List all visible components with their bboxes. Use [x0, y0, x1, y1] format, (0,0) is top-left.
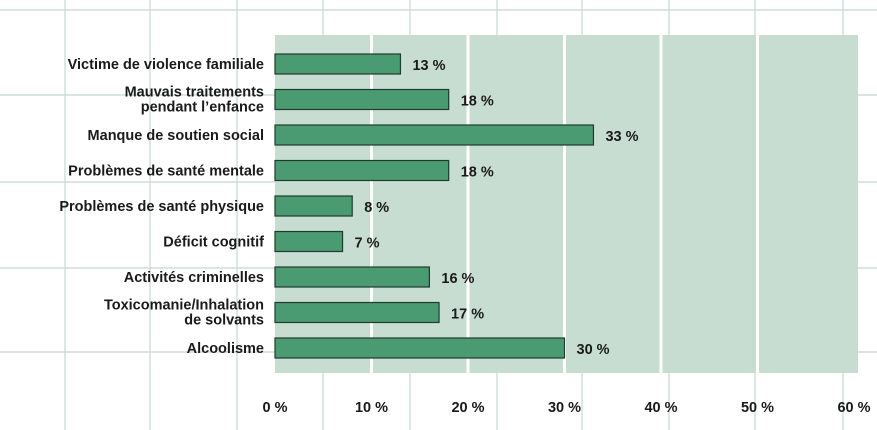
value-label: 13 %	[412, 58, 445, 74]
value-label: 33 %	[605, 129, 638, 145]
x-tick-label: 10 %	[355, 400, 388, 416]
value-label: 18 %	[461, 165, 494, 181]
x-axis-ticks: 0 % 10 % 20 % 30 % 40 % 50 % 60 %	[263, 400, 871, 416]
bar	[274, 230, 344, 253]
x-tick-label: 0 %	[263, 400, 288, 416]
value-label: 8 %	[364, 200, 389, 216]
bars	[274, 53, 595, 359]
category-label: Déficit cognitif	[163, 235, 264, 251]
x-tick-label: 60 %	[837, 400, 870, 416]
bar	[274, 337, 566, 359]
category-label: Alcoolisme	[187, 341, 264, 357]
x-tick-label: 30 %	[548, 400, 581, 416]
category-labels: Victime de violence familiale Mauvais tra…	[59, 57, 264, 357]
category-label: Victime de violence familiale	[68, 57, 264, 73]
category-label: Problèmes de santé physique	[59, 199, 264, 215]
x-tick-label: 40 %	[644, 400, 677, 416]
value-label: 17 %	[451, 307, 484, 323]
bar	[274, 124, 595, 146]
bar	[274, 266, 430, 288]
bar	[274, 159, 450, 182]
category-label: Activités criminelles	[124, 270, 264, 286]
x-tick-label: 20 %	[451, 400, 484, 416]
category-label: Problèmes de santé mentale	[68, 164, 264, 180]
value-label: 18 %	[461, 94, 494, 110]
bar	[274, 301, 440, 324]
bar	[274, 195, 353, 217]
value-label: 7 %	[355, 236, 380, 252]
value-label: 30 %	[577, 342, 610, 358]
value-labels: 13 % 18 % 33 % 18 % 8 % 7 % 16 % 17 % 30 %	[355, 58, 639, 358]
x-tick-label: 50 %	[741, 400, 774, 416]
category-label: Mauvais traitements pendant l’enfance	[125, 85, 264, 116]
bar	[274, 53, 402, 75]
value-label: 16 %	[441, 271, 474, 287]
category-label: Manque de soutien social	[88, 128, 264, 144]
bar	[274, 88, 450, 111]
category-label: Toxicomanie/Inhalation de solvants	[104, 298, 264, 329]
